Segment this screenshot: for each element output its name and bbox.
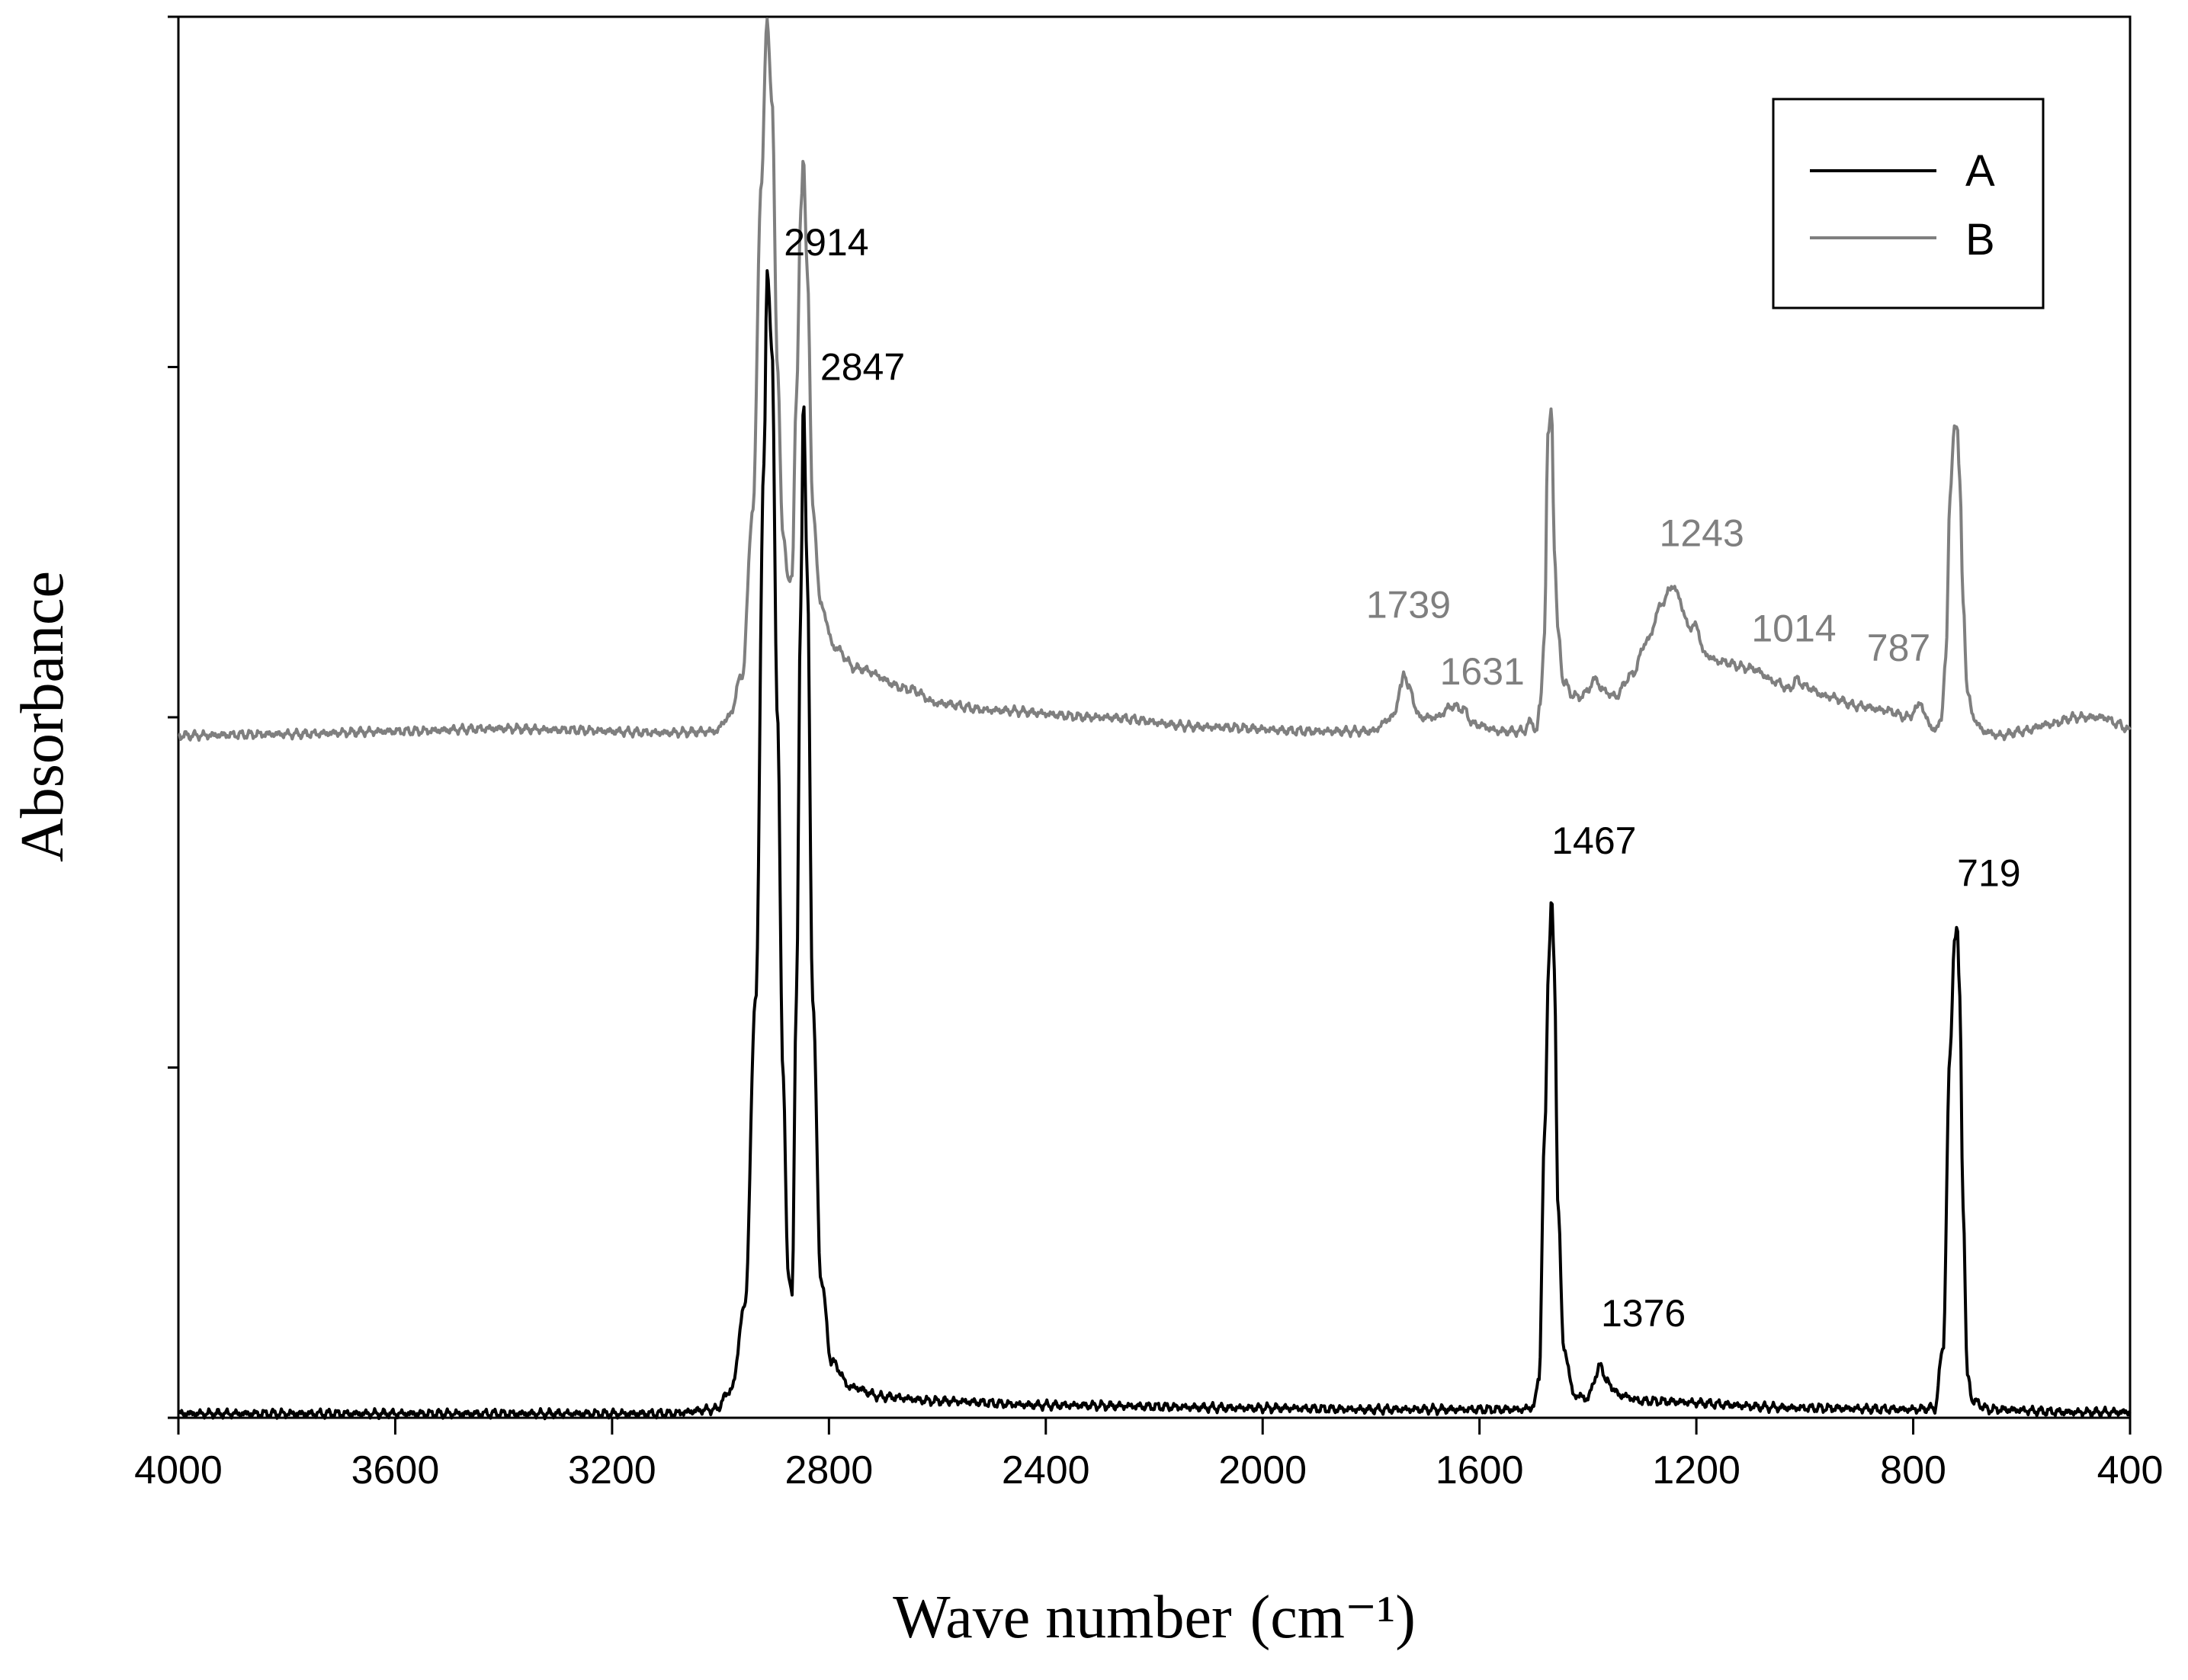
legend-box <box>1772 98 2045 309</box>
y-axis-title: Absorbance <box>9 571 76 862</box>
legend: A B <box>1772 98 2045 309</box>
legend-label-b: B <box>1965 215 1995 265</box>
series-line-b <box>178 17 2132 742</box>
x-tick-label: 3200 <box>568 1448 656 1492</box>
peak-label-1376: 1376 <box>1601 1292 1686 1335</box>
peak-label-1631: 1631 <box>1440 650 1525 693</box>
x-axis-title-text: Wave number <box>893 1584 1232 1651</box>
x-axis-ticks: 4000 3600 3200 2800 2400 2000 1600 1200 800 400 <box>134 1418 2163 1492</box>
peak-label-1739: 1739 <box>1366 583 1451 626</box>
series-layer <box>178 17 2132 1421</box>
peak-label-719: 719 <box>1957 852 2020 895</box>
peak-label-2914: 2914 <box>784 221 868 264</box>
x-tick-label: 2400 <box>1002 1448 1090 1492</box>
legend-label-a: A <box>1965 146 1995 196</box>
x-tick-label: 2800 <box>784 1448 873 1492</box>
series-line-a <box>178 269 2132 1421</box>
x-tick-label: 3600 <box>351 1448 440 1492</box>
x-tick-label: 1600 <box>1436 1448 1524 1492</box>
y-axis-ticks <box>168 15 178 1419</box>
peak-label-787: 787 <box>1867 627 1930 669</box>
x-tick-label: 4000 <box>134 1448 223 1492</box>
peak-label-1243: 1243 <box>1660 511 1744 554</box>
x-tick-label: 1200 <box>1652 1448 1740 1492</box>
peak-annotations: 2914 2847 1467 1376 719 1739 1631 1243 1014 787 <box>784 221 2020 1335</box>
x-tick-label: 2000 <box>1218 1448 1307 1492</box>
x-axis-title-unit: (cm⁻¹) <box>1250 1584 1416 1651</box>
peak-label-1014: 1014 <box>1751 607 1836 649</box>
x-tick-label: 800 <box>1880 1448 1946 1492</box>
x-axis-title: Wave number (cm⁻¹) <box>893 1584 1416 1651</box>
peak-label-1467: 1467 <box>1551 819 1636 862</box>
x-tick-label: 400 <box>2097 1448 2164 1492</box>
peak-label-2847: 2847 <box>820 345 905 388</box>
